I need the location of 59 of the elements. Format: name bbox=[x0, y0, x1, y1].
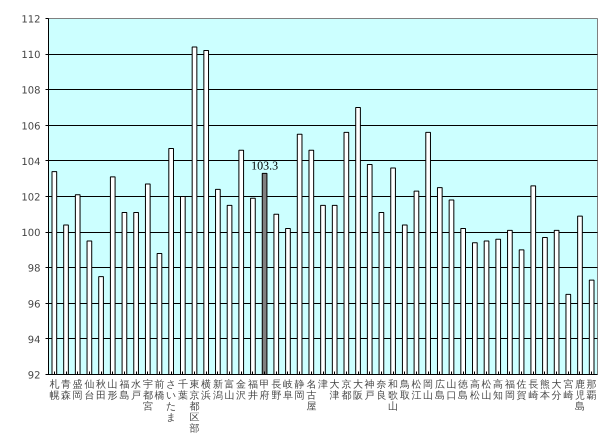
x-tick-label: 佐賀 bbox=[516, 380, 527, 402]
x-tick-label: 長野 bbox=[271, 380, 282, 402]
x-tick-label: さいたま bbox=[166, 380, 176, 424]
x-tick-label: 高知 bbox=[493, 378, 504, 402]
y-tick-label: 102 bbox=[21, 192, 41, 204]
x-tick-label: 甲府 bbox=[260, 380, 270, 402]
x-tick-label: 津 bbox=[318, 378, 328, 390]
x-tick-label: 神戸 bbox=[364, 378, 375, 402]
x-tick-label: 宇都宮 bbox=[142, 378, 153, 412]
x-tick-label: 広島 bbox=[434, 378, 445, 402]
x-tick-label: 横浜 bbox=[201, 378, 212, 402]
x-tick-label: 奈良 bbox=[376, 380, 386, 402]
x-tick-label: 新潟 bbox=[212, 378, 223, 402]
x-tick-label: 水戸 bbox=[131, 378, 142, 402]
x-tick-label: 仙台 bbox=[84, 380, 94, 402]
y-tick-label: 110 bbox=[21, 50, 41, 62]
y-tick-label: 104 bbox=[21, 156, 41, 168]
x-tick-label: 青森 bbox=[61, 378, 72, 402]
x-tick-label: 札幌 bbox=[49, 378, 60, 402]
x-tick-label: 前橋 bbox=[154, 378, 164, 402]
x-tick-label: 岡山 bbox=[423, 380, 434, 402]
x-tick-label: 富山 bbox=[224, 378, 235, 402]
x-tick-label: 山口 bbox=[446, 378, 456, 402]
x-tick-label: 岐阜 bbox=[282, 378, 293, 402]
y-tick-label: 108 bbox=[21, 86, 41, 97]
x-tick-label: 千葉 bbox=[178, 378, 188, 402]
y-tick-label: 96 bbox=[28, 299, 41, 310]
y-tick-label: 100 bbox=[21, 228, 41, 240]
x-tick-label: 徳島 bbox=[458, 380, 468, 402]
x-tick-label: 盛岡 bbox=[72, 378, 83, 402]
x-tick-label: 那覇 bbox=[586, 380, 597, 402]
x-tick-label: 東京都区部 bbox=[190, 378, 200, 434]
x-tick-label: 秋田 bbox=[96, 378, 106, 402]
x-tick-label: 熊本 bbox=[540, 378, 550, 402]
y-tick-label: 94 bbox=[28, 334, 41, 346]
x-tick-label: 松山 bbox=[482, 378, 492, 402]
x-tick-label: 名古屋 bbox=[306, 378, 316, 412]
x-tick-label: 山形 bbox=[108, 378, 118, 402]
x-tick-label: 鹿児島 bbox=[574, 378, 585, 412]
data-label: 103.3 bbox=[251, 158, 278, 172]
x-tick-label: 京都 bbox=[341, 378, 352, 402]
x-tick-label: 大分 bbox=[552, 378, 562, 402]
y-tick-label: 98 bbox=[28, 264, 41, 275]
x-tick-label: 大阪 bbox=[353, 378, 364, 402]
x-tick-label: 福島 bbox=[119, 378, 130, 402]
x-tick-label: 長崎 bbox=[528, 380, 538, 402]
x-tick-label: 福岡 bbox=[504, 378, 515, 402]
x-tick-label: 松江 bbox=[411, 378, 422, 402]
x-tick-label: 静岡 bbox=[294, 378, 305, 402]
x-tick-label: 福井 bbox=[248, 378, 258, 402]
x-tick-label: 和歌山 bbox=[388, 378, 398, 412]
x-tick-label: 金沢 bbox=[236, 378, 246, 402]
x-tick-label: 大津 bbox=[330, 378, 340, 402]
x-tick-label: 宮崎 bbox=[563, 378, 574, 402]
x-tick-label: 鳥取 bbox=[398, 378, 410, 402]
x-tick-label: 高松 bbox=[470, 378, 480, 402]
y-tick-label: 112 bbox=[21, 14, 41, 26]
y-tick-label: 106 bbox=[21, 121, 41, 132]
y-tick-label: 92 bbox=[28, 370, 41, 382]
